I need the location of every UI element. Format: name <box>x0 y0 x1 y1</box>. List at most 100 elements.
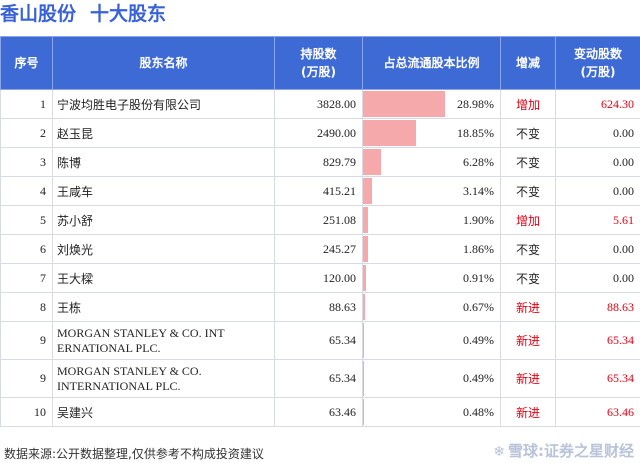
cell-ratio: 18.85% <box>362 118 501 148</box>
table-row: 9 MORGAN STANLEY & CO. INTERNATIONAL PLC.… <box>0 359 640 398</box>
table-row: 6 刘焕光 245.27 1.86% 不变 0.00 <box>0 234 640 264</box>
cell-change-type: 不变 <box>500 263 556 293</box>
ratio-text: 0.91% <box>463 270 494 285</box>
table-row: 3 陈博 829.79 6.28% 不变 0.00 <box>0 147 640 177</box>
cell-change-type: 新进 <box>500 359 556 398</box>
cell-change: 63.46 <box>555 397 640 427</box>
ratio-bar <box>363 120 417 146</box>
page-title: 香山股份 十大股东 <box>0 0 166 36</box>
cell-ratio: 0.67% <box>362 292 501 322</box>
cell-change: 624.30 <box>555 89 640 119</box>
shareholders-table: 序号 股东名称 持股数 (万股) 占总流通股本比例 增减 变动股数 (万股) 1 宁波… <box>0 36 640 427</box>
table-row: 9 MORGAN STANLEY & CO. INT ERNATIONAL PLC… <box>0 321 640 360</box>
cell-ratio: 1.90% <box>362 205 501 235</box>
cell-change: 0.00 <box>555 176 640 206</box>
cell-name: 王咸车 <box>52 176 275 206</box>
header-change-line1: 变动股数 <box>573 47 622 61</box>
table-row: 4 王咸车 415.21 3.14% 不变 0.00 <box>0 176 640 206</box>
cell-change: 88.63 <box>555 292 640 322</box>
cell-change-type: 新进 <box>500 292 556 322</box>
cell-name: 刘焕光 <box>52 234 275 264</box>
cell-change: 0.00 <box>555 234 640 264</box>
table-row: 10 吴建兴 63.46 0.48% 新进 63.46 <box>0 397 640 427</box>
cell-name: 苏小舒 <box>52 205 275 235</box>
table-row: 1 宁波均胜电子股份有限公司 3828.00 28.98% 增加 624.30 <box>0 89 640 119</box>
cell-name: 王栋 <box>52 292 275 322</box>
cell-shares: 63.46 <box>274 397 363 427</box>
cell-shares: 251.08 <box>274 205 363 235</box>
cell-shares: 65.34 <box>274 321 363 360</box>
cell-idx: 6 <box>0 234 53 264</box>
cell-change-type: 新进 <box>500 321 556 360</box>
cell-name: 赵玉昆 <box>52 118 275 148</box>
cell-change: 0.00 <box>555 147 640 177</box>
table-row: 5 苏小舒 251.08 1.90% 增加 5.61 <box>0 205 640 235</box>
ratio-bar <box>363 323 365 358</box>
ratio-text: 18.85% <box>457 125 494 140</box>
cell-ratio: 0.49% <box>362 359 501 398</box>
cell-name: 王大樑 <box>52 263 275 293</box>
ratio-text: 0.48% <box>463 404 494 419</box>
ratio-bar <box>363 294 365 320</box>
ratio-text: 1.86% <box>463 241 494 256</box>
cell-ratio: 3.14% <box>362 176 501 206</box>
header-idx: 序号 <box>0 36 53 90</box>
cell-change-type: 不变 <box>500 176 556 206</box>
cell-change-type: 增加 <box>500 89 556 119</box>
cell-idx: 1 <box>0 89 53 119</box>
ratio-bar <box>363 91 446 117</box>
ratio-bar <box>363 399 365 425</box>
cell-idx: 4 <box>0 176 53 206</box>
cell-ratio: 1.86% <box>362 234 501 264</box>
snowball-icon: ❄ <box>493 444 505 460</box>
cell-idx: 10 <box>0 397 53 427</box>
cell-shares: 245.27 <box>274 234 363 264</box>
cell-change: 0.00 <box>555 263 640 293</box>
header-shares-line2: (万股) <box>301 65 336 79</box>
ratio-bar <box>363 361 365 396</box>
cell-ratio: 0.91% <box>362 263 501 293</box>
cell-ratio: 6.28% <box>362 147 501 177</box>
ratio-text: 1.90% <box>463 212 494 227</box>
header-shares-line1: 持股数 <box>300 47 337 61</box>
cell-shares: 829.79 <box>274 147 363 177</box>
header-name: 股东名称 <box>52 36 275 90</box>
ratio-text: 6.28% <box>463 154 494 169</box>
table-body: 1 宁波均胜电子股份有限公司 3828.00 28.98% 增加 624.30 2 赵玉昆 24… <box>0 89 640 427</box>
ratio-bar <box>363 178 372 204</box>
header-change: 变动股数 (万股) <box>555 36 640 90</box>
cell-idx: 9 <box>0 321 53 360</box>
table-header-row: 序号 股东名称 持股数 (万股) 占总流通股本比例 增减 变动股数 (万股) <box>0 36 640 90</box>
cell-change-type: 新进 <box>500 397 556 427</box>
ratio-text: 0.49% <box>463 371 494 385</box>
title-subject: 十大股东 <box>90 3 167 25</box>
cell-shares: 415.21 <box>274 176 363 206</box>
cell-idx: 3 <box>0 147 53 177</box>
ratio-text: 28.98% <box>457 96 494 111</box>
header-shares: 持股数 (万股) <box>274 36 363 90</box>
brand-mark: ❄ 雪球:证券之星财经 <box>493 440 634 461</box>
header-change-line2: (万股) <box>580 65 616 79</box>
cell-idx: 7 <box>0 263 53 293</box>
cell-change-type: 不变 <box>500 147 556 177</box>
table-row: 7 王大樑 120.00 0.91% 不变 0.00 <box>0 263 640 293</box>
ratio-bar <box>363 236 369 262</box>
cell-ratio: 0.49% <box>362 321 501 360</box>
cell-name: 陈博 <box>52 147 275 177</box>
cell-idx: 9 <box>0 359 53 398</box>
cell-shares: 65.34 <box>274 359 363 398</box>
source-note: 数据来源:公开数据整理,仅供参考不构成投资建议 <box>4 447 264 461</box>
cell-shares: 3828.00 <box>274 89 363 119</box>
company-name: 香山股份 <box>0 3 77 25</box>
cell-change-type: 不变 <box>500 234 556 264</box>
cell-shares: 88.63 <box>274 292 363 322</box>
ratio-text: 3.14% <box>463 183 494 198</box>
header-ratio: 占总流通股本比例 <box>362 36 501 90</box>
ratio-text: 0.49% <box>463 333 494 347</box>
cell-name: MORGAN STANLEY & CO. INTERNATIONAL PLC. <box>52 359 275 398</box>
cell-idx: 2 <box>0 118 53 148</box>
ratio-bar <box>363 149 381 175</box>
brand-text: 雪球:证券之星财经 <box>508 442 634 460</box>
cell-name: 宁波均胜电子股份有限公司 <box>52 89 275 119</box>
ratio-text: 0.67% <box>463 299 494 314</box>
